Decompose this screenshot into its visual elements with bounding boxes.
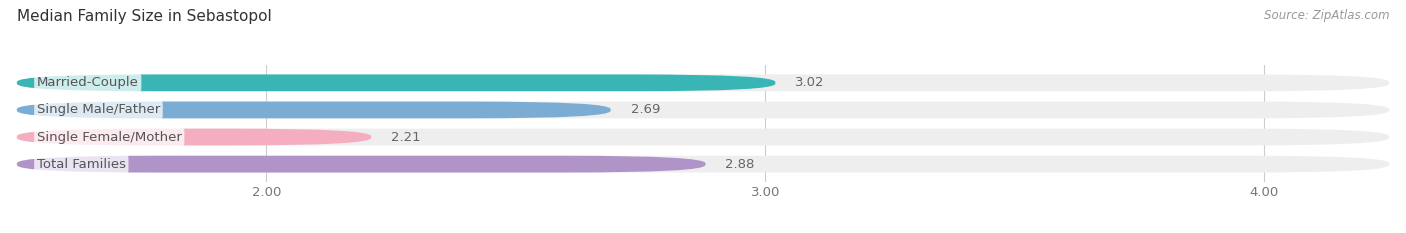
FancyBboxPatch shape xyxy=(17,129,371,145)
FancyBboxPatch shape xyxy=(17,129,1389,145)
Text: Married-Couple: Married-Couple xyxy=(37,76,139,89)
Text: 2.21: 2.21 xyxy=(391,130,420,144)
Text: 3.02: 3.02 xyxy=(796,76,825,89)
FancyBboxPatch shape xyxy=(17,75,1389,91)
Text: 2.88: 2.88 xyxy=(725,158,755,171)
FancyBboxPatch shape xyxy=(17,102,610,118)
Text: Source: ZipAtlas.com: Source: ZipAtlas.com xyxy=(1264,9,1389,22)
FancyBboxPatch shape xyxy=(17,102,1389,118)
Text: Single Male/Father: Single Male/Father xyxy=(37,103,160,116)
Text: Total Families: Total Families xyxy=(37,158,125,171)
Text: Median Family Size in Sebastopol: Median Family Size in Sebastopol xyxy=(17,9,271,24)
FancyBboxPatch shape xyxy=(17,75,775,91)
Text: Single Female/Mother: Single Female/Mother xyxy=(37,130,181,144)
FancyBboxPatch shape xyxy=(17,156,706,172)
Text: 2.69: 2.69 xyxy=(631,103,659,116)
FancyBboxPatch shape xyxy=(17,156,1389,172)
